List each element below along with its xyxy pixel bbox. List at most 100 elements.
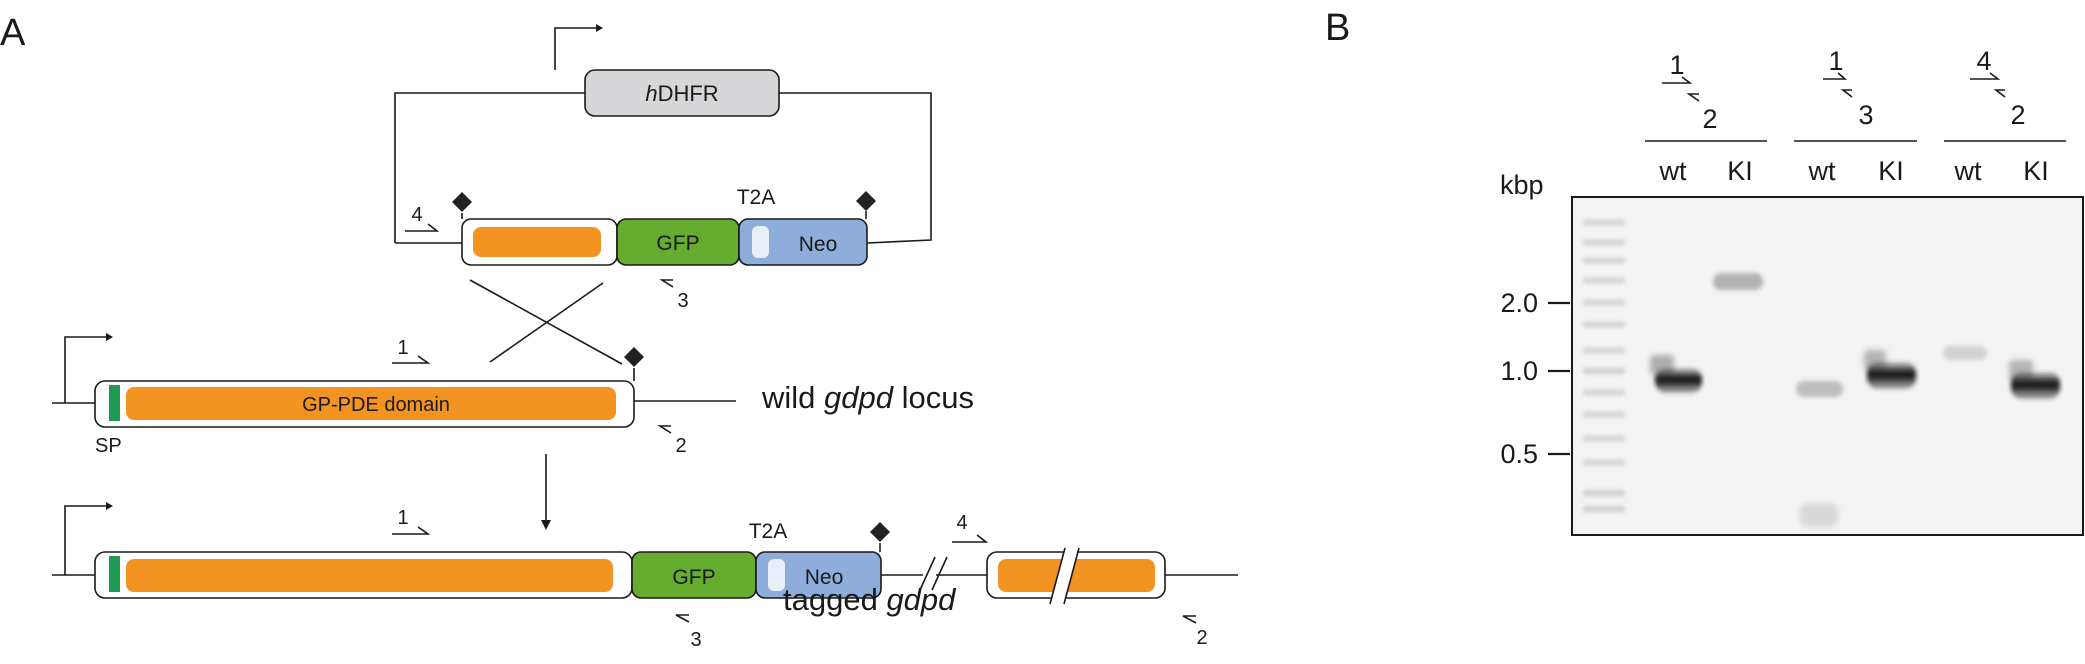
wild-diamond	[624, 347, 644, 367]
plasmid-neo-label: Neo	[799, 233, 838, 256]
primer-3-tagged: 3	[675, 614, 702, 651]
primer-1-wild-label: 1	[397, 337, 408, 359]
break-gap	[1050, 548, 1079, 604]
tagged-caption-prefix: tagged	[783, 582, 886, 617]
gp-pde-domain-label: GP-PDE domain	[302, 394, 450, 416]
primer-3-tagged-label: 3	[690, 629, 701, 651]
wild-caption-suffix: locus	[893, 380, 974, 415]
ladder-band	[1583, 490, 1625, 496]
primer-1-tagged-arrow	[392, 526, 431, 535]
band-lane5-wt	[1943, 346, 1987, 360]
tagged-gfp-label: GFP	[672, 566, 715, 589]
ladder-band	[1583, 322, 1625, 327]
primer-1-tagged: 1	[392, 507, 431, 535]
ladder-band	[1583, 348, 1625, 353]
lane-group-1: 1 2 wt KI	[1645, 50, 1767, 186]
wild-caption-gene: gdpd	[824, 380, 895, 415]
break-mark-2a	[1049, 547, 1066, 605]
primer-3-tagged-arrow	[675, 614, 690, 623]
tagged-signal-peptide	[109, 556, 120, 592]
band-lane3-wt-low	[1800, 503, 1838, 527]
tagged-diamond	[870, 522, 890, 542]
tagged-locus-caption: tagged gdpd	[783, 582, 957, 617]
primer-2-wild: 2	[657, 425, 687, 457]
lane-group-3-wt-label: wt	[1954, 156, 1982, 186]
primer-2-tagged: 2	[1182, 615, 1208, 649]
tagged-neo-label: Neo	[805, 566, 844, 589]
lane-group-2: 1 3 wt KI	[1794, 46, 1917, 186]
hdhfr-label-italic: h	[645, 81, 657, 106]
lane-group-3: 4 2 wt KI	[1944, 46, 2066, 186]
wild-gp-pde-domain	[126, 387, 616, 420]
lane-group-2-ki-label: KI	[1878, 156, 1904, 186]
lane-group-1-fwd-arrow	[1662, 76, 1693, 84]
tagged-t2a-label: T2A	[749, 520, 788, 543]
wild-signal-peptide	[109, 385, 120, 421]
primer-4-plasmid: 4	[405, 204, 440, 232]
crossover-line-2	[489, 282, 604, 363]
primer-2-tagged-arrow	[1182, 615, 1197, 624]
plasmid-backbone-left	[394, 92, 585, 243]
lane-group-3-rev-arrow	[1993, 89, 2006, 98]
lane-group-1-primer-bottom: 2	[1702, 104, 1717, 134]
size-marker-2-0: 2.0	[1500, 288, 1538, 318]
band-lane6-ki	[2011, 372, 2060, 399]
break-mark-1a	[919, 556, 936, 591]
gel-image	[1571, 196, 2084, 536]
wild-locus: GP-PDE domain SP wild gdpd locus	[52, 333, 974, 457]
plasmid-promoter-arrow	[554, 27, 596, 70]
primer-1-wild: 1	[392, 337, 431, 364]
lane-group-3-ki-label: KI	[2023, 156, 2049, 186]
hdhfr-box	[584, 69, 780, 117]
sp-label: SP	[95, 435, 122, 457]
lane-group-1-primer-top: 1	[1669, 50, 1684, 80]
ladder-band	[1583, 220, 1625, 225]
plasmid-t2a-segment	[752, 226, 769, 258]
tagged-promoter-arrowhead	[106, 502, 113, 510]
tagged-promoter-arrow	[64, 505, 106, 575]
lane-group-2-primer-top: 1	[1828, 46, 1843, 76]
break-mark-1b	[931, 556, 948, 591]
size-marker-1-0: 1.0	[1500, 356, 1538, 386]
lane-group-1-rev-arrow	[1686, 93, 1700, 102]
primer-3-plasmid: 3	[659, 279, 689, 312]
plasmid-diamond-left	[452, 192, 472, 212]
primer-3-plasmid-arrow	[659, 279, 674, 288]
plasmid-construct: hDHFR GFP Neo T2A	[394, 24, 932, 266]
ladder-band	[1583, 390, 1625, 395]
ladder-band	[1583, 412, 1625, 417]
wild-caption-prefix: wild	[761, 380, 824, 415]
ladder-band	[1583, 436, 1625, 441]
primer-4-plasmid-arrow	[405, 223, 440, 232]
hdhfr-label-rest: DHFR	[658, 81, 719, 106]
plasmid-diamond-right	[856, 191, 876, 211]
lane-group-1-ki-label: KI	[1727, 156, 1753, 186]
lane-group-2-rev-arrow	[1840, 89, 1853, 98]
break-mark-2b	[1063, 547, 1080, 605]
wild-promoter-arrow	[64, 336, 106, 403]
lane-group-2-primer-bottom: 3	[1858, 100, 1873, 130]
panel-a-label: A	[0, 12, 26, 54]
panel-b-label: B	[1325, 7, 1350, 49]
lane-group-3-fwd-arrow	[1970, 72, 2001, 80]
lane-group-1-wt-label: wt	[1659, 156, 1687, 186]
plasmid-t2a-label: T2A	[737, 186, 776, 209]
primer-1-tagged-label: 1	[397, 507, 408, 529]
plasmid-neo-box	[738, 218, 868, 266]
wild-promoter-arrowhead	[106, 333, 113, 341]
tagged-cds	[126, 559, 613, 592]
primer-1-wild-arrow	[392, 355, 431, 364]
kbp-unit-label: kbp	[1500, 170, 1544, 200]
primer-2-wild-arrow	[657, 425, 672, 434]
primer-4-plasmid-label: 4	[411, 204, 422, 226]
plasmid-gfp-label: GFP	[656, 232, 699, 255]
primer-2-wild-label: 2	[675, 435, 686, 457]
band-lane1-wt	[1655, 368, 1702, 393]
wild-locus-caption: wild gdpd locus	[761, 380, 974, 415]
size-marker-0-5: 0.5	[1500, 439, 1538, 469]
downstream-homology-cds	[998, 559, 1155, 592]
primer-3-plasmid-label: 3	[677, 290, 688, 312]
gel-frame	[1571, 196, 2084, 536]
tagged-caption-gene: gdpd	[886, 582, 957, 617]
